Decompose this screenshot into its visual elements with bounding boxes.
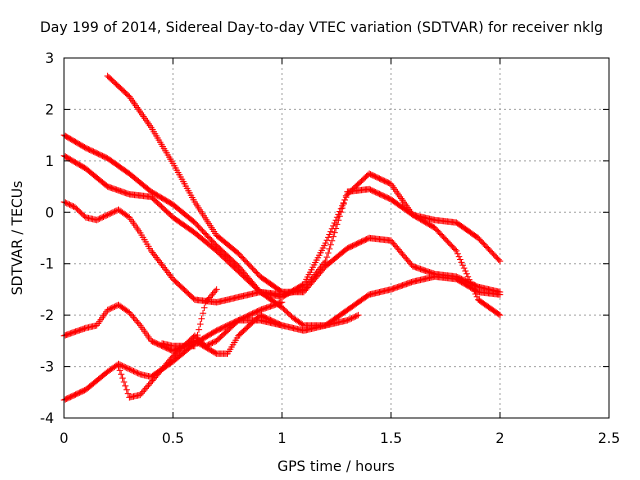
x-tick-label: 1 bbox=[278, 431, 287, 447]
y-tick-label: -2 bbox=[40, 308, 54, 324]
y-tick-label: 0 bbox=[45, 205, 54, 221]
y-tick-label: -4 bbox=[40, 411, 54, 427]
x-tick-label: 0.5 bbox=[162, 431, 184, 447]
tick-labels-layer: 0 0.5 1 1.5 2 2.5 -4 -3 -2 -1 0 1 2 3 bbox=[40, 51, 620, 447]
series-sat-8 bbox=[158, 286, 220, 350]
y-tick-label: 1 bbox=[45, 154, 54, 170]
series-sat-6 bbox=[60, 311, 362, 404]
x-tick-label: 2.5 bbox=[598, 431, 620, 447]
y-tick-label: 3 bbox=[45, 51, 54, 67]
grid-layer bbox=[64, 58, 609, 418]
y-tick-label: -1 bbox=[40, 257, 54, 273]
plot-frame bbox=[63, 57, 610, 419]
x-axis-title: GPS time / hours bbox=[277, 459, 394, 475]
series-markers bbox=[60, 311, 362, 404]
series-sat-1 bbox=[104, 72, 504, 296]
series-markers bbox=[115, 299, 286, 401]
y-axis-title: SDTVAR / TECUs bbox=[10, 181, 26, 296]
series-sat-7 bbox=[115, 299, 286, 401]
x-tick-label: 2 bbox=[496, 431, 505, 447]
ticks-layer bbox=[63, 57, 610, 419]
series-markers bbox=[104, 72, 504, 296]
x-tick-label: 0 bbox=[60, 431, 69, 447]
series-markers bbox=[158, 286, 220, 350]
x-tick-label: 1.5 bbox=[380, 431, 402, 447]
y-tick-label: -3 bbox=[40, 360, 54, 376]
chart-title: Day 199 of 2014, Sidereal Day-to-day VTE… bbox=[40, 20, 603, 36]
marks-layer bbox=[60, 72, 504, 404]
y-tick-label: 2 bbox=[45, 102, 54, 118]
